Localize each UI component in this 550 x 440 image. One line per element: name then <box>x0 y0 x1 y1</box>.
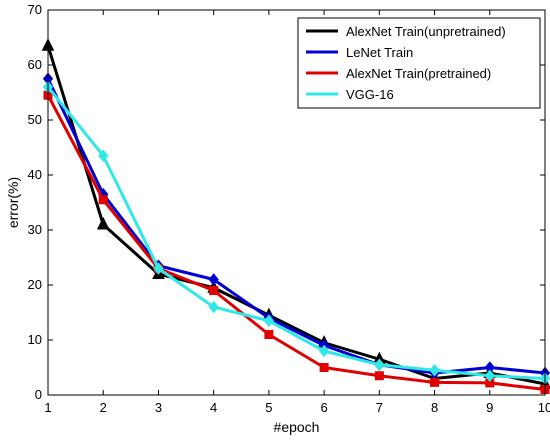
data-point <box>374 358 385 372</box>
plot-frame <box>47 9 546 396</box>
data-point <box>374 371 384 381</box>
x-tick-label: 8 <box>431 400 438 415</box>
data-point <box>429 363 440 377</box>
data-point <box>264 330 274 339</box>
data-point <box>430 377 440 387</box>
series-3 <box>42 80 550 385</box>
series-layer <box>41 38 550 394</box>
x-axis-label: #epoch <box>274 419 320 435</box>
x-tick-label: 6 <box>320 400 327 415</box>
data-point <box>319 363 329 372</box>
legend-entry: VGG-16 <box>346 87 394 102</box>
data-point <box>318 344 330 358</box>
data-point <box>208 300 219 314</box>
y-tick-label: 60 <box>28 57 42 72</box>
data-point <box>98 195 108 205</box>
series-line <box>46 45 546 386</box>
y-axis-label: error(%) <box>5 177 21 228</box>
y-tick-label: 10 <box>28 332 42 347</box>
data-point <box>98 149 109 163</box>
y-tick-label: 20 <box>28 277 42 292</box>
data-point <box>153 262 164 275</box>
data-point <box>96 216 110 230</box>
y-tick-label: 0 <box>35 387 42 402</box>
x-tick-label: 5 <box>265 400 272 415</box>
x-tick-label: 1 <box>44 400 51 415</box>
data-point <box>484 369 495 383</box>
legend-entry: LeNet Train <box>346 45 413 60</box>
y-tick-label: 30 <box>28 222 42 237</box>
series-line <box>46 78 546 375</box>
series-line <box>46 94 546 391</box>
data-point <box>208 273 219 286</box>
legend-entry: AlexNet Train(unpretrained) <box>346 24 506 39</box>
x-tick-label: 3 <box>155 400 162 415</box>
axis-ticks: 1 2 3 4 5 6 7 8 9 10 0 10 20 30 40 50 60 70 <box>28 2 550 415</box>
x-tick-label: 4 <box>210 400 217 415</box>
y-tick-label: 70 <box>28 2 42 17</box>
x-tick-label: 2 <box>100 400 107 415</box>
x-tick-label: 9 <box>486 400 493 415</box>
y-tick-label: 40 <box>28 167 42 182</box>
y-tick-label: 50 <box>28 112 42 127</box>
x-tick-label: 10 <box>538 400 550 415</box>
series-1 <box>42 72 550 380</box>
x-tick-label: 7 <box>376 400 383 415</box>
series-line <box>46 86 546 380</box>
legend: AlexNet Train(unpretrained) LeNet Train Al… <box>297 17 541 109</box>
series-2 <box>43 90 550 394</box>
legend-box <box>297 17 541 109</box>
legend-entry: AlexNet Train(pretrained) <box>346 66 491 81</box>
data-point <box>263 314 275 328</box>
data-point <box>209 286 219 295</box>
